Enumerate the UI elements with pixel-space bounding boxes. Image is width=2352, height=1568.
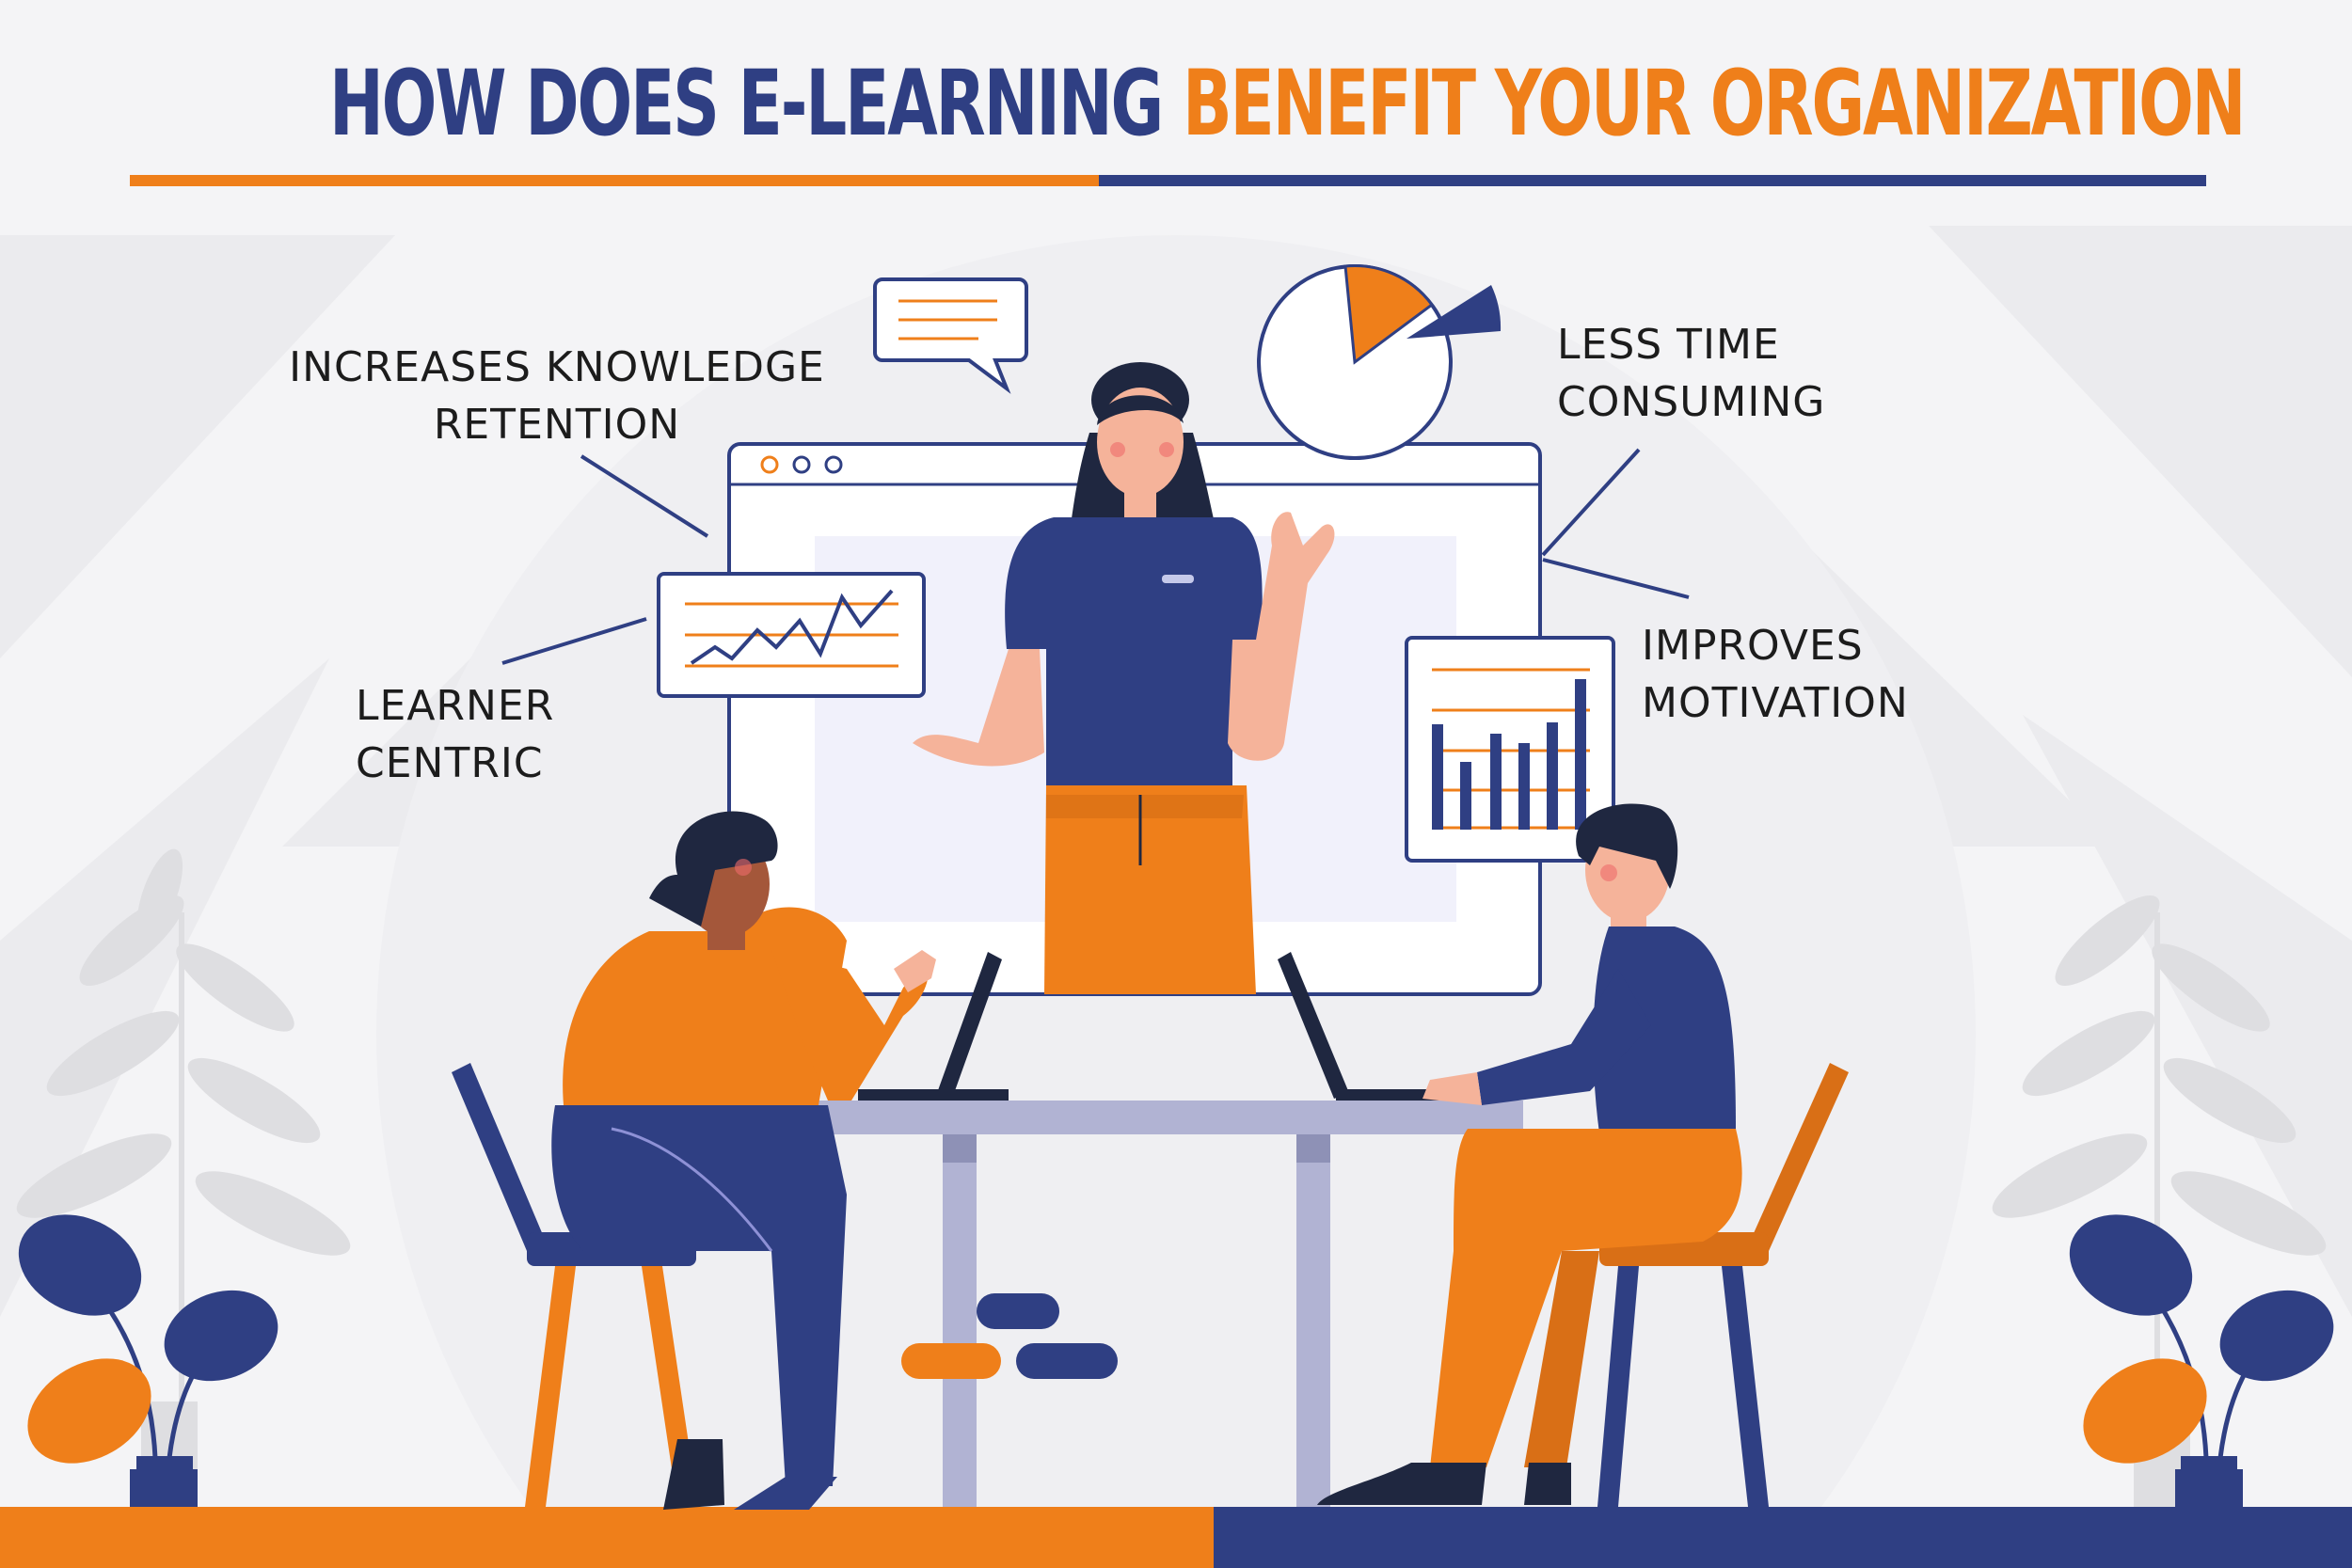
label-less-time-consuming: LESS TIME CONSUMING bbox=[1557, 316, 1825, 431]
label-time-line2: CONSUMING bbox=[1557, 378, 1826, 426]
floor-bar-orange bbox=[0, 1507, 1214, 1568]
page-title: HOW DOES E-LEARNING BENEFIT YOUR ORGANIZ… bbox=[328, 38, 2247, 169]
pointer-lines bbox=[501, 448, 1690, 665]
label-improves-motivation: IMPROVES MOTIVATION bbox=[1642, 617, 1909, 732]
table bbox=[750, 1101, 1523, 1507]
label-time-line1: LESS TIME bbox=[1557, 321, 1780, 369]
label-learner-centric: LEARNER CENTRIC bbox=[356, 677, 554, 792]
label-motivation-line2: MOTIVATION bbox=[1642, 679, 1909, 727]
plant-icon-right bbox=[2069, 1214, 2334, 1507]
label-motivation-line1: IMPROVES bbox=[1642, 622, 1864, 670]
left-student-figure bbox=[551, 811, 936, 1510]
label-knowledge-retention: INCREASES KNOWLEDGE RETENTION bbox=[256, 339, 858, 453]
pie-chart-icon bbox=[1257, 264, 1502, 460]
label-learner-line1: LEARNER bbox=[356, 682, 555, 730]
gray-leaves-left bbox=[16, 848, 351, 1402]
floor-bar-navy bbox=[1214, 1507, 2352, 1568]
label-knowledge-line1: INCREASES KNOWLEDGE bbox=[289, 343, 825, 391]
title-part-1: HOW DOES E-LEARNING bbox=[328, 51, 1164, 156]
presenter-figure bbox=[913, 362, 1335, 994]
line-chart-icon bbox=[657, 572, 926, 698]
gray-leaves-right bbox=[1992, 895, 2327, 1402]
label-learner-line2: CENTRIC bbox=[356, 739, 544, 787]
bar-chart-icon bbox=[1405, 636, 1615, 863]
title-part-2: BENEFIT YOUR ORGANIZATION bbox=[1182, 51, 2247, 156]
right-student-figure bbox=[1317, 803, 1742, 1505]
plant-icon bbox=[18, 1214, 278, 1507]
label-knowledge-line2: RETENTION bbox=[433, 401, 681, 449]
decorative-pills bbox=[901, 1293, 1118, 1379]
title-underline-navy bbox=[1099, 175, 2206, 186]
speech-bubble-icon bbox=[873, 277, 1028, 394]
title-underline-orange bbox=[130, 175, 1099, 186]
laptop-icon bbox=[858, 952, 1477, 1101]
